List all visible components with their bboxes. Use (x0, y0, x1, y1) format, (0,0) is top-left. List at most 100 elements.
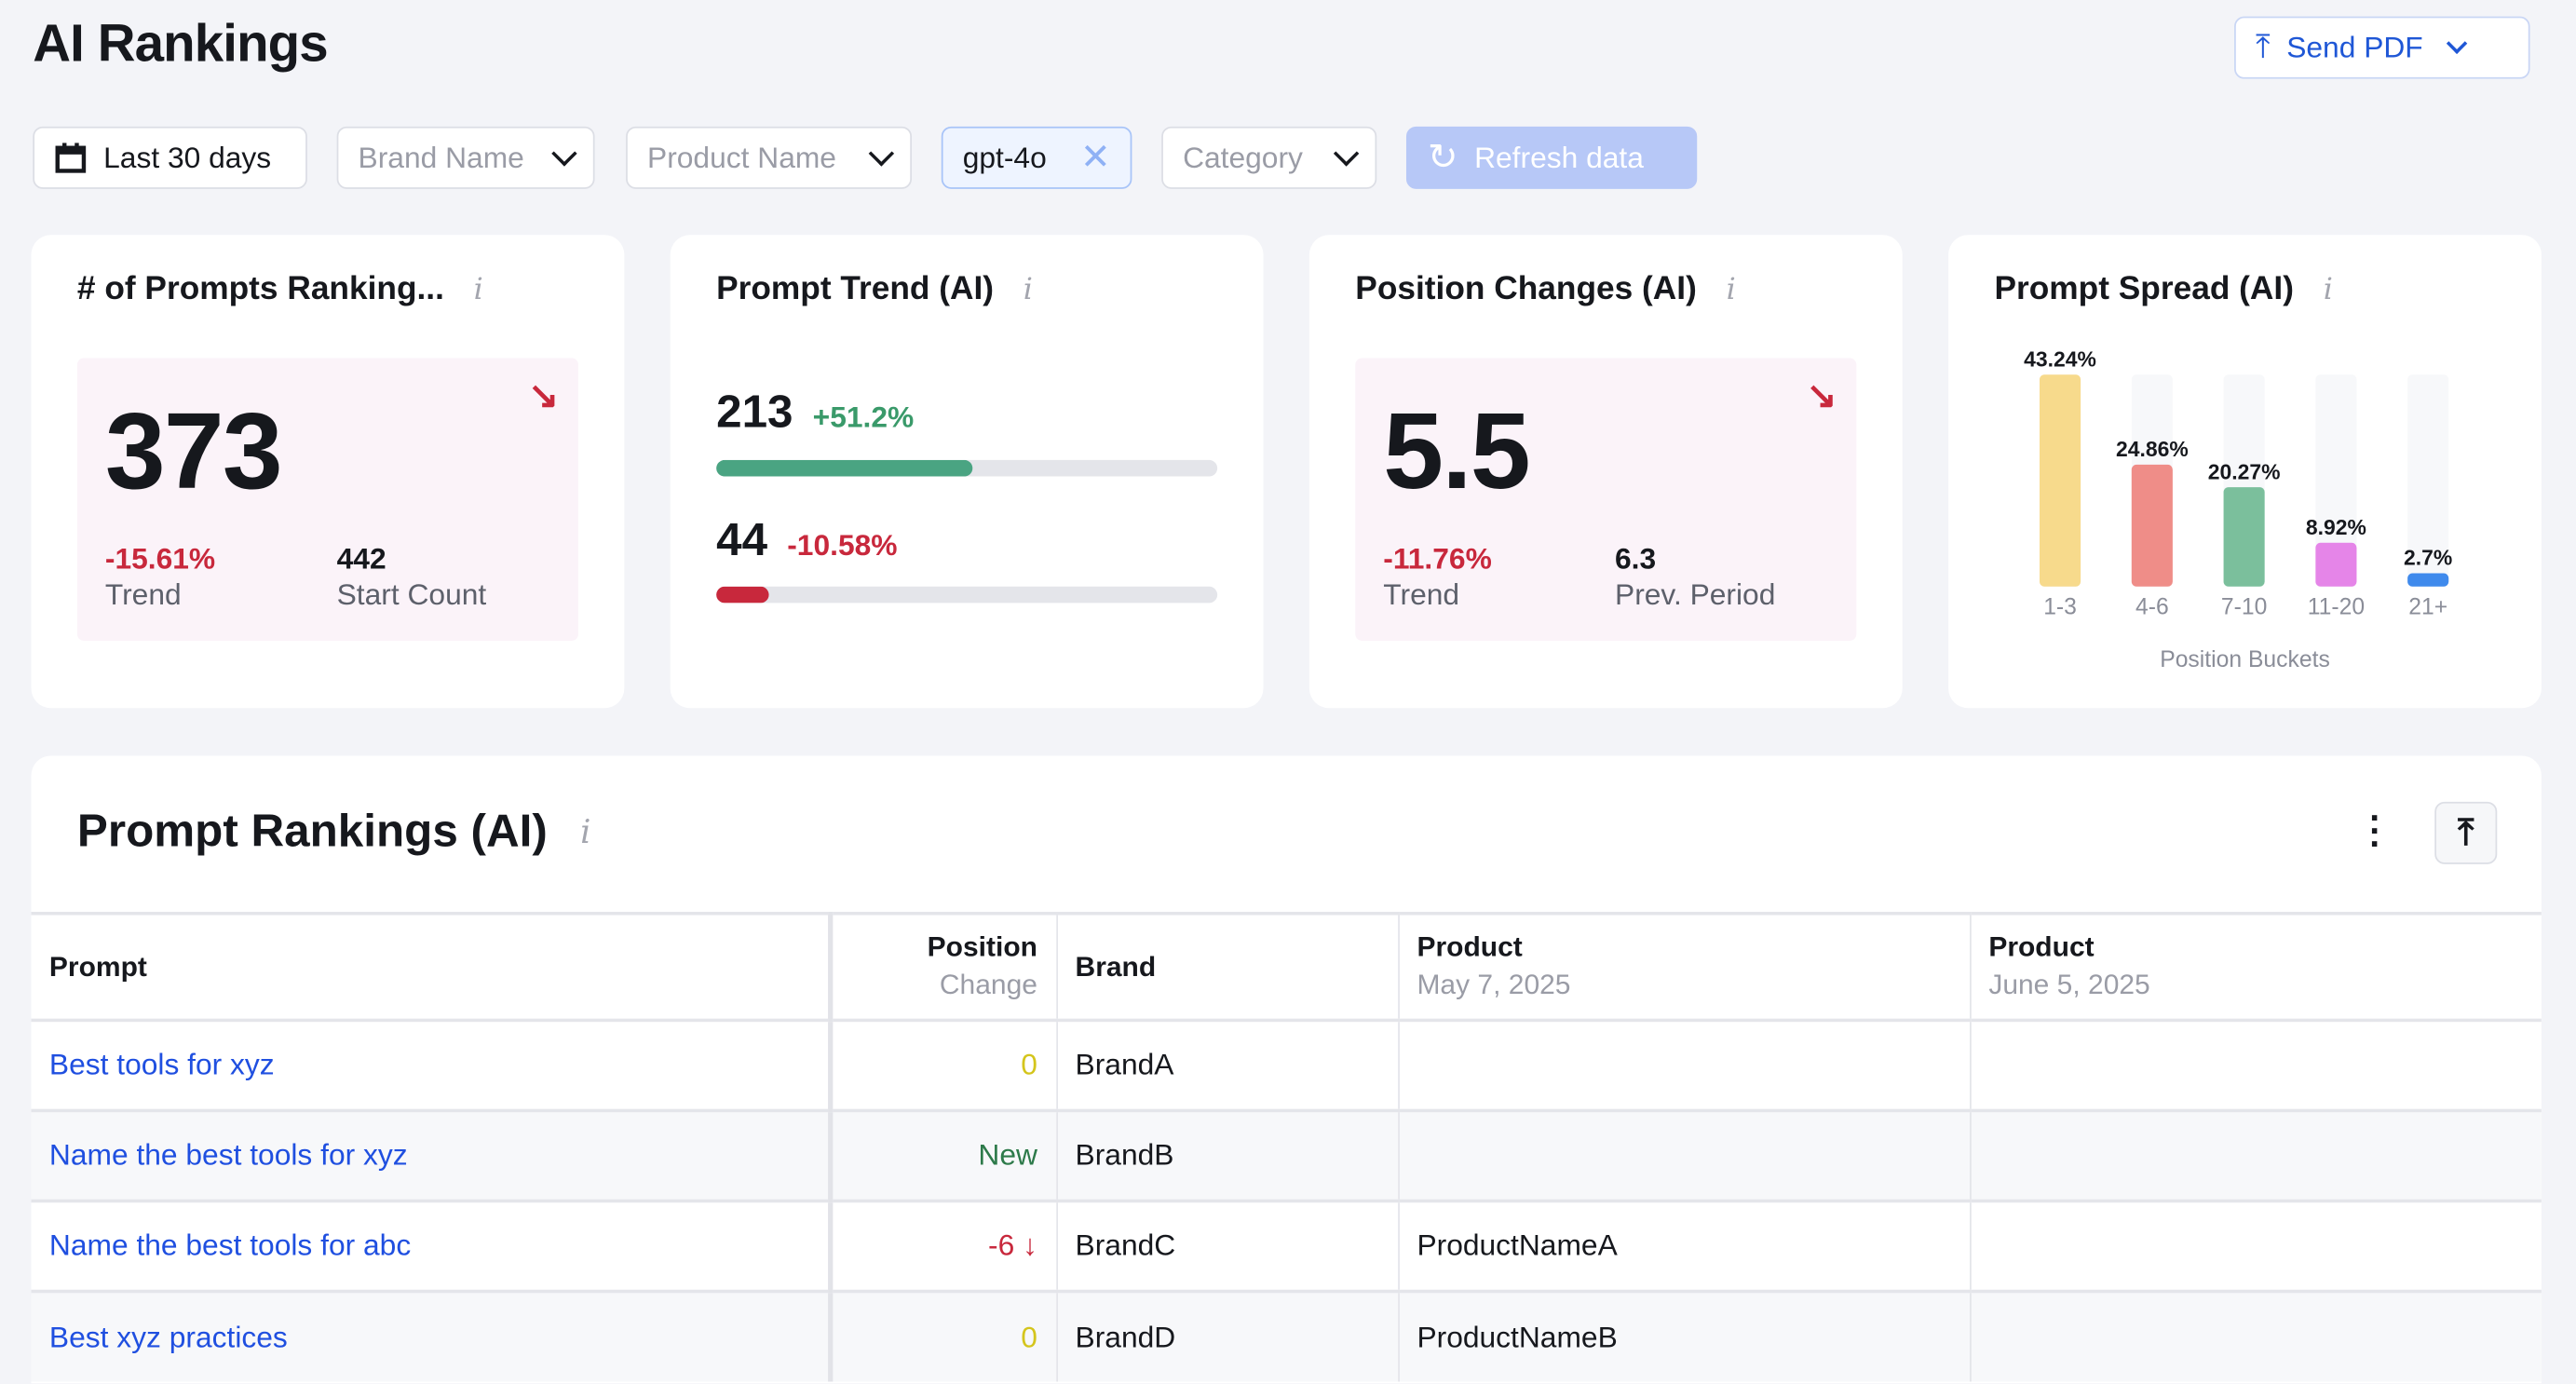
column-header-product-may[interactable]: Product May 7, 2025 (1397, 912, 1971, 1021)
trend-change: -10.58% (787, 529, 898, 563)
table-row: Best xyz practices 0 BrandD ProductNameB (31, 1289, 2542, 1382)
prompt-link[interactable]: Best tools for xyz (48, 1048, 275, 1081)
chevron-down-icon (1333, 141, 1360, 167)
header-sublabel: May 7, 2025 (1417, 969, 1571, 1001)
brand-cell: BrandD (1055, 1289, 1399, 1382)
more-options-icon[interactable]: · · · (2369, 796, 2382, 864)
position-change-value: 0 (1021, 1048, 1037, 1081)
position-change-cell: 0 (827, 1289, 1057, 1382)
prompt-trend-card: Prompt Trend (AI) i 213 +51.2% 44 -10.58% (670, 235, 1264, 709)
header-label: Prompt (48, 950, 147, 982)
product-june-cell (1969, 1199, 2542, 1292)
bar-7-10 (2223, 487, 2265, 587)
prompt-spread-chart: 43.24% 1-3 24.86% 4-6 20.27% 7-10 8.92% 11-20 2.… (2024, 346, 2452, 620)
brand-cell: BrandA (1055, 1018, 1399, 1111)
x-tick-label: 21+ (2408, 595, 2447, 620)
prompt-link[interactable]: Best xyz practices (48, 1320, 288, 1353)
position-changes-card: Position Changes (AI) i 5.5 ↘ -11.76% Tre… (1308, 235, 1903, 709)
export-button[interactable]: ⤒ (2434, 801, 2498, 864)
metric-value: 373 (104, 389, 283, 511)
header-label: Position (927, 931, 1037, 963)
position-change-cell: 0 (827, 1018, 1057, 1111)
x-tick-label: 4-6 (2135, 595, 2169, 620)
date-range-button[interactable]: Last 30 days (33, 126, 307, 189)
chevron-down-icon (551, 141, 577, 167)
prompt-link[interactable]: Name the best tools for abc (48, 1228, 412, 1262)
model-filter-label: gpt-4o (962, 140, 1047, 174)
trend-change: +51.2% (812, 400, 915, 434)
card-title-text: Position Changes (AI) (1355, 271, 1697, 307)
date-range-label: Last 30 days (103, 140, 272, 174)
card-title: # of Prompts Ranking... i (77, 271, 483, 309)
bar-value-label: 24.86% (2116, 437, 2189, 461)
bar-11-20 (2315, 542, 2357, 587)
card-title-text: # of Prompts Ranking... (76, 271, 444, 307)
metric-value: 5.5 (1383, 389, 1530, 511)
panel-title: Prompt Rankings (AI) i (77, 805, 590, 857)
trend-value: -15.61% (104, 542, 216, 576)
prev-period-label: Prev. Period (1615, 577, 1776, 612)
brand-name-dropdown[interactable]: Brand Name (336, 126, 595, 189)
prev-period-value: 6.3 (1615, 542, 1657, 576)
card-title: Prompt Trend (AI) i (716, 271, 1033, 309)
close-icon[interactable]: ✕ (1079, 136, 1111, 178)
upload-icon: ⤒ (2458, 811, 2474, 853)
prompt-cell: Best xyz practices (31, 1289, 830, 1382)
product-may-cell (1397, 1018, 1971, 1111)
card-title: Position Changes (AI) i (1355, 271, 1735, 309)
position-change-value: 0 (1021, 1320, 1037, 1353)
trend-down-arrow-icon: ↘ (1806, 374, 1837, 416)
trend-value: 213 (716, 386, 793, 438)
info-icon[interactable]: i (473, 272, 483, 307)
trend-label: Trend (1383, 577, 1460, 612)
info-icon[interactable]: i (1023, 272, 1033, 307)
info-icon[interactable]: i (1726, 272, 1736, 307)
progress-fill (716, 586, 770, 604)
product-name-dropdown[interactable]: Product Name (626, 126, 913, 189)
card-title-text: Prompt Spread (AI) (1994, 271, 2294, 307)
bar-value-label: 20.27% (2208, 459, 2281, 483)
prompt-link[interactable]: Name the best tools for xyz (48, 1138, 408, 1172)
info-icon[interactable]: i (2323, 272, 2333, 307)
table-row: Best tools for xyz 0 BrandA (31, 1018, 2542, 1111)
table-row: Name the best tools for abc -6 ↓ BrandC … (31, 1199, 2542, 1292)
product-june-cell (1969, 1018, 2542, 1111)
prompt-cell: Name the best tools for abc (31, 1199, 830, 1292)
position-change-value: -6 ↓ (988, 1228, 1037, 1262)
prompts-ranking-card: # of Prompts Ranking... i 373 ↘ -15.61% T… (31, 235, 625, 709)
column-header-brand[interactable]: Brand (1055, 912, 1399, 1021)
trend-row-2: 44 -10.58% (716, 514, 897, 566)
product-may-cell: ProductNameA (1397, 1199, 1971, 1292)
position-change-cell: New (827, 1108, 1057, 1201)
refresh-data-button[interactable]: ↻ Refresh data (1405, 126, 1698, 189)
header-label: Brand (1075, 950, 1157, 982)
header-label: Product (1417, 931, 1523, 963)
x-axis-label: Position Buckets (2160, 645, 2330, 672)
category-dropdown[interactable]: Category (1161, 126, 1377, 189)
progress-bar (716, 459, 1218, 477)
send-pdf-label: Send PDF (2286, 30, 2423, 63)
column-header-product-june[interactable]: Product June 5, 2025 (1969, 912, 2542, 1021)
info-icon[interactable]: i (580, 811, 591, 851)
bar-21+ (2407, 573, 2449, 587)
bar-track (2315, 374, 2357, 587)
x-tick-label: 7-10 (2221, 595, 2267, 620)
metric-box: 5.5 ↘ -11.76% Trend 6.3 Prev. Period (1355, 358, 1857, 641)
bar-1-3 (2040, 374, 2081, 587)
position-change-cell: -6 ↓ (827, 1199, 1057, 1292)
brand-cell: BrandC (1055, 1199, 1399, 1292)
bar-track (2407, 374, 2449, 587)
column-header-position-change[interactable]: Position Change (827, 912, 1057, 1021)
trend-row-1: 213 +51.2% (716, 387, 914, 439)
prompt-cell: Name the best tools for xyz (31, 1108, 830, 1201)
prompt-rankings-panel: Prompt Rankings (AI) i · · · ⤒ Prompt Posit… (31, 755, 2542, 1384)
trend-down-arrow-icon: ↘ (528, 374, 559, 416)
chevron-down-icon (868, 141, 895, 167)
model-filter-chip[interactable]: gpt-4o ✕ (941, 126, 1132, 189)
trend-label: Trend (104, 577, 182, 612)
prompt-spread-card: Prompt Spread (AI) i 43.24% 1-3 24.86% 4-6 20… (1948, 235, 2542, 709)
column-header-prompt[interactable]: Prompt (31, 912, 830, 1021)
start-count-value: 442 (336, 542, 386, 576)
send-pdf-button[interactable]: ⤒ Send PDF (2234, 16, 2530, 79)
